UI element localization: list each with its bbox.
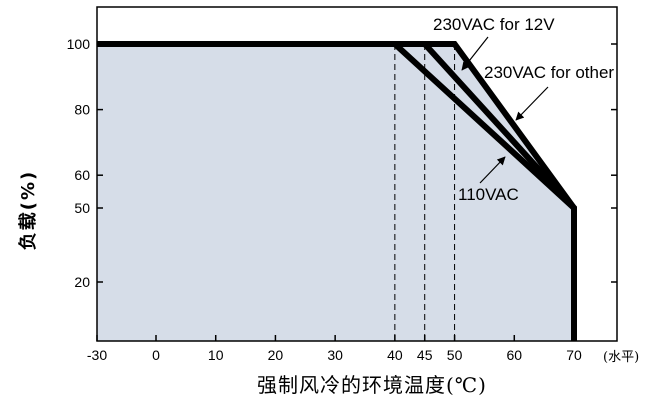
series-annotation-0: 230VAC for 12V (433, 15, 555, 34)
y-tick-label: 100 (67, 36, 91, 52)
x-tick-label: 45 (417, 347, 433, 363)
y-tick-label: 80 (74, 102, 90, 118)
x-tick-label: 10 (208, 347, 224, 363)
x-axis-unit-label: (水平) (603, 350, 639, 365)
y-axis-label: 负载(%) (17, 170, 39, 251)
series-annotation-1: 230VAC for other (484, 63, 614, 82)
y-tick-label: 60 (74, 167, 90, 183)
x-tick-label: 60 (506, 347, 522, 363)
x-tick-label: 70 (566, 347, 582, 363)
x-tick-label: -30 (87, 347, 107, 363)
series-line-2 (97, 41, 577, 341)
x-tick-label: 20 (268, 347, 284, 363)
x-tick-label: 40 (387, 347, 403, 363)
annotation-arrow (515, 86, 549, 121)
x-tick-label: 50 (447, 347, 463, 363)
series-annotation-2: 110VAC (458, 185, 519, 204)
plot-frame (96, 6, 618, 342)
annotation-arrow (461, 36, 489, 71)
x-tick-label: 30 (327, 347, 343, 363)
y-tick-label: 20 (74, 274, 90, 290)
annotation-arrow (479, 156, 506, 184)
x-tick-label: 0 (152, 347, 160, 363)
y-tick-label: 50 (74, 200, 90, 216)
x-axis-label: 强制风冷的环境温度(℃) (257, 373, 487, 397)
